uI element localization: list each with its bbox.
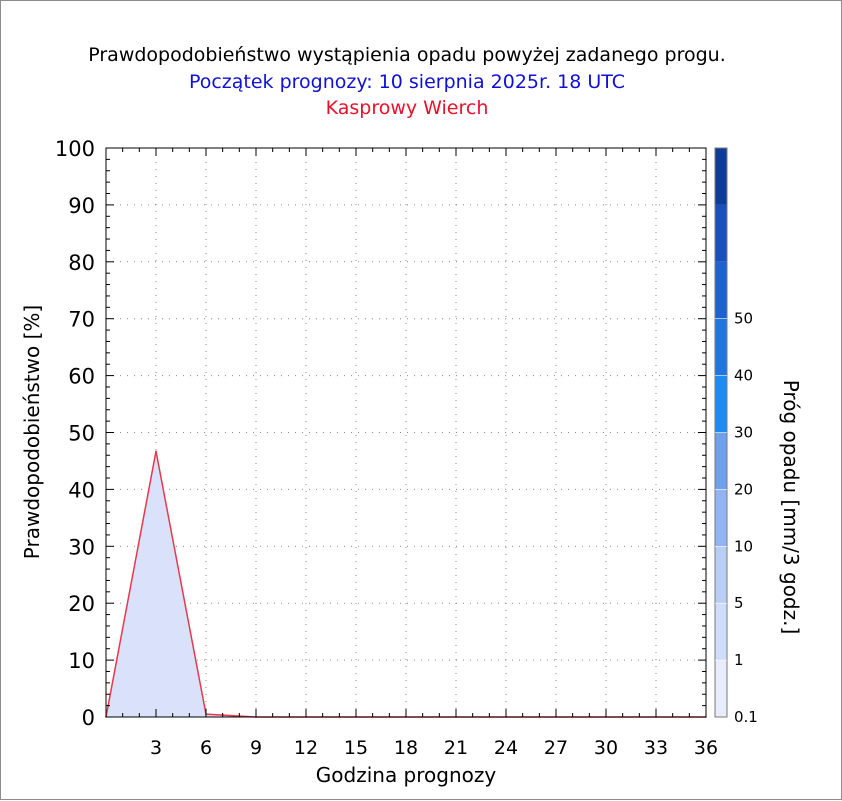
x-tick-label: 15: [344, 737, 368, 759]
y-tick-label: 30: [68, 535, 95, 559]
x-tick-label: 24: [494, 737, 518, 759]
x-tick-label: 30: [594, 737, 618, 759]
data-point: [155, 450, 157, 453]
colorbar: [714, 147, 728, 718]
y-tick-label: 70: [68, 308, 95, 332]
x-tick-label: 36: [694, 737, 718, 759]
y-tick-label: 80: [68, 251, 95, 275]
x-tick-labels: 3 6 9 12 15 18 21 24 27 30 33 36: [150, 737, 718, 759]
colorbar-segment: [715, 261, 727, 319]
colorbar-tick-label: 5: [734, 594, 744, 612]
colorbar-tick-label: 20: [734, 480, 753, 498]
x-tick-label: 33: [644, 737, 668, 759]
colorbar-label: Próg opadu [mm/3 godz.]: [779, 380, 803, 635]
x-tick-label: 12: [294, 737, 318, 759]
x-tick-label: 18: [394, 737, 418, 759]
y-tick-label: 90: [68, 194, 95, 218]
y-tick-label: 10: [68, 649, 95, 673]
colorbar-tick-labels: 0.1 1 5 10 20 30 40 50: [734, 310, 758, 726]
area-layer: [105, 450, 707, 718]
colorbar-segment: [715, 603, 727, 661]
colorbar-tick-label: 50: [734, 310, 753, 328]
colorbar-segment: [715, 204, 727, 262]
y-tick-label: 100: [55, 137, 95, 161]
colorbar-segment: [715, 489, 727, 547]
colorbar-segment: [715, 318, 727, 376]
x-tick-label: 3: [150, 737, 162, 759]
chart-subtitle: Początek prognozy: 10 sierpnia 2025r. 18…: [188, 71, 626, 93]
colorbar-segment: [715, 546, 727, 604]
colorbar-segment: [715, 432, 727, 490]
y-tick-label: 60: [68, 365, 95, 389]
colorbar-tick-label: 30: [734, 424, 753, 442]
colorbar-segment: [715, 148, 727, 205]
colorbar-tick-label: 1: [734, 651, 744, 669]
area-fill: [106, 451, 706, 717]
y-axis-label: Prawdopodobieństwo [%]: [20, 305, 44, 559]
x-tick-label: 21: [444, 737, 468, 759]
grid: [106, 148, 706, 717]
y-tick-label: 0: [82, 706, 95, 730]
colorbar-segment: [715, 375, 727, 433]
y-tick-label: 40: [68, 478, 95, 502]
x-tick-label: 27: [544, 737, 568, 759]
colorbar-tick-label: 10: [734, 537, 753, 555]
colorbar-tick-label: 40: [734, 367, 753, 385]
y-tick-labels: 0 10 20 30 40 50 60 70 80 90 100: [55, 137, 95, 730]
colorbar-segment: [715, 660, 727, 717]
chart-title: Prawdopodobieństwo wystąpienia opadu pow…: [88, 44, 726, 66]
x-axis-label: Godzina prognozy: [316, 763, 497, 787]
y-tick-label: 20: [68, 592, 95, 616]
colorbar-tick-label: 0.1: [734, 708, 758, 726]
chart-location: Kasprowy Wierch: [325, 97, 489, 119]
x-tick-label: 6: [200, 737, 212, 759]
x-tick-label: 9: [250, 737, 262, 759]
tick-marks: [106, 147, 707, 718]
y-tick-label: 50: [68, 422, 95, 446]
